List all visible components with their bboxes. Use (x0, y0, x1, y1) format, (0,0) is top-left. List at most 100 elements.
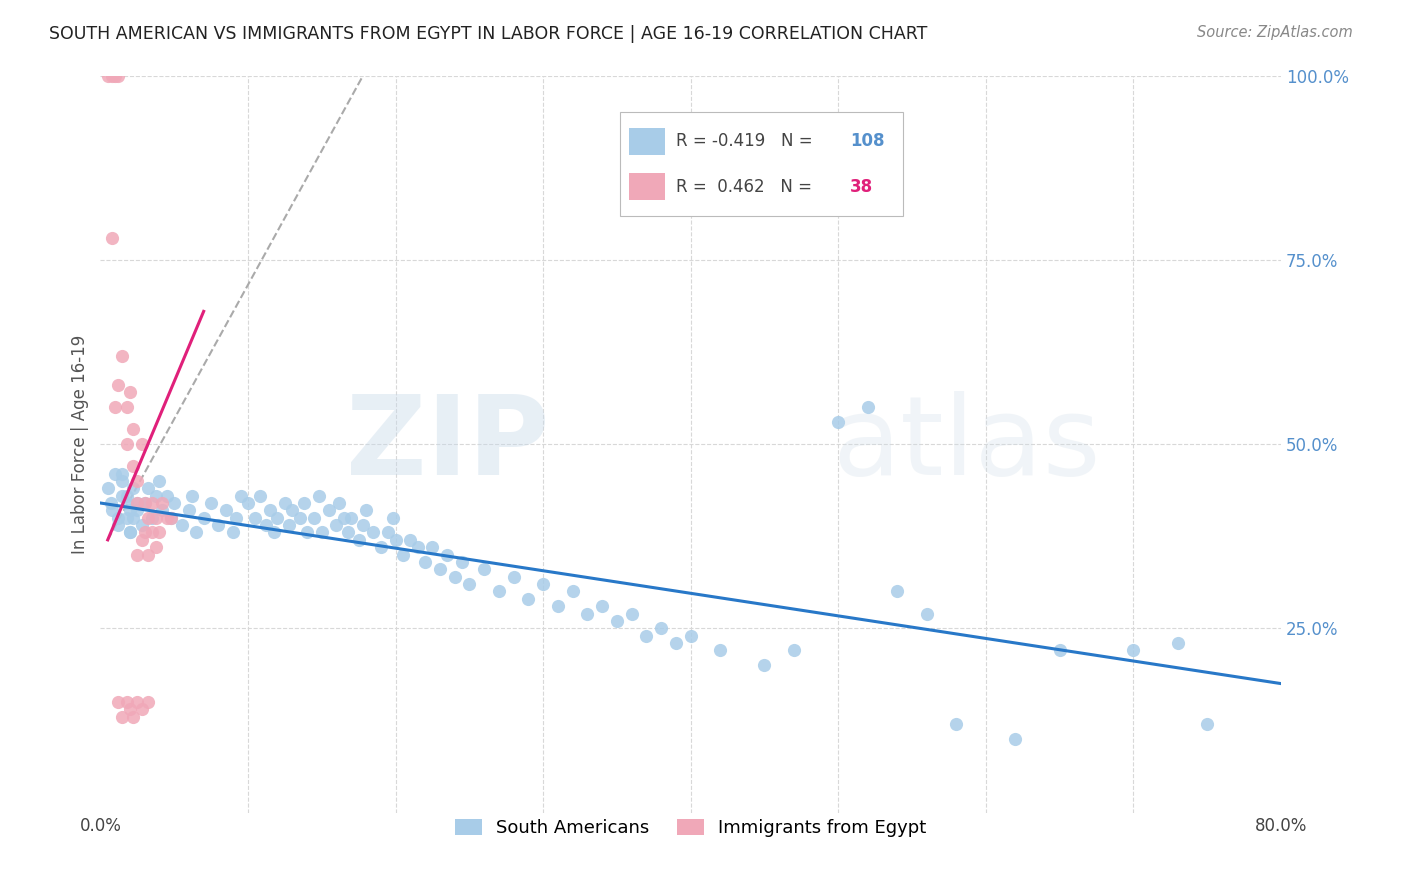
Point (915, 607, 938, 621)
Point (259, 503, 281, 517)
Point (945, 717, 967, 731)
Point (163, 496, 186, 510)
Text: R =  0.462   N =: R = 0.462 N = (676, 178, 818, 195)
Point (266, 510, 288, 524)
Y-axis label: In Labor Force | Age 16-19: In Labor Force | Age 16-19 (72, 334, 89, 554)
Point (200, 496, 222, 510)
Point (193, 510, 215, 524)
Point (150, 503, 173, 517)
Point (145, 540, 167, 554)
Point (225, 510, 247, 524)
Point (337, 525, 360, 540)
Point (606, 614, 628, 628)
Point (101, 69, 124, 83)
Point (352, 518, 374, 533)
Text: SOUTH AMERICAN VS IMMIGRANTS FROM EGYPT IN LABOR FORCE | AGE 16-19 CORRELATION C: SOUTH AMERICAN VS IMMIGRANTS FROM EGYPT … (49, 25, 928, 43)
Point (101, 503, 124, 517)
Point (121, 710, 143, 724)
Point (131, 437, 153, 451)
Point (160, 510, 183, 524)
Point (561, 584, 583, 599)
Point (531, 577, 554, 591)
Point (186, 525, 208, 540)
Point (856, 400, 879, 414)
Point (131, 702, 153, 716)
Point (118, 525, 141, 540)
Text: 108: 108 (851, 132, 884, 150)
Point (97, 481, 120, 495)
Point (104, 69, 127, 83)
Point (100, 496, 122, 510)
Point (145, 510, 167, 524)
FancyBboxPatch shape (620, 112, 903, 216)
FancyBboxPatch shape (630, 173, 665, 200)
Text: 38: 38 (851, 178, 873, 195)
Point (107, 69, 129, 83)
Point (436, 548, 458, 562)
Point (104, 400, 127, 414)
Point (288, 510, 311, 524)
Point (136, 548, 159, 562)
Point (127, 503, 149, 517)
Point (827, 415, 849, 429)
Point (443, 570, 465, 584)
Point (340, 510, 363, 524)
Point (160, 510, 183, 524)
Point (111, 710, 134, 724)
Point (292, 496, 315, 510)
Point (111, 489, 134, 503)
Point (274, 496, 297, 510)
FancyBboxPatch shape (630, 128, 665, 154)
Point (127, 695, 149, 709)
Point (381, 510, 404, 524)
Point (328, 496, 350, 510)
Point (127, 548, 149, 562)
Point (118, 503, 141, 517)
Point (488, 584, 510, 599)
Point (107, 378, 129, 392)
Point (121, 422, 143, 436)
Point (783, 643, 806, 657)
Point (347, 533, 370, 547)
Point (517, 591, 540, 606)
Point (304, 510, 326, 524)
Point (115, 437, 138, 451)
Point (134, 496, 156, 510)
Point (207, 518, 229, 533)
Point (377, 525, 399, 540)
Point (620, 607, 643, 621)
Text: atlas: atlas (832, 391, 1101, 498)
Point (118, 525, 141, 540)
Point (104, 467, 127, 481)
Point (311, 525, 333, 540)
Point (591, 599, 613, 614)
Point (222, 525, 245, 540)
Point (295, 525, 318, 540)
Point (107, 695, 129, 709)
Point (118, 385, 141, 400)
Point (121, 481, 143, 495)
Point (180, 489, 202, 503)
Point (111, 467, 134, 481)
Point (502, 570, 524, 584)
Point (547, 599, 569, 614)
Point (148, 525, 170, 540)
Point (679, 629, 702, 643)
Point (325, 518, 347, 533)
Point (115, 695, 138, 709)
Point (281, 503, 304, 517)
Text: ZIP: ZIP (346, 391, 548, 498)
Point (107, 510, 129, 524)
Point (131, 533, 153, 547)
Point (101, 230, 124, 244)
Point (177, 503, 200, 517)
Point (636, 629, 658, 643)
Point (576, 607, 599, 621)
Point (127, 496, 149, 510)
Point (245, 510, 267, 524)
Point (141, 525, 163, 540)
Point (1197, 717, 1219, 731)
Point (384, 533, 406, 547)
Point (136, 510, 159, 524)
Point (115, 489, 138, 503)
